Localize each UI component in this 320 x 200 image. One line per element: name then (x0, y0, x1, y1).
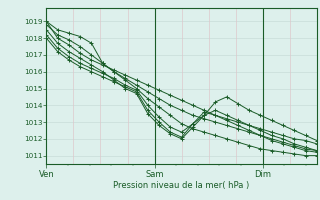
X-axis label: Pression niveau de la mer( hPa ): Pression niveau de la mer( hPa ) (114, 181, 250, 190)
